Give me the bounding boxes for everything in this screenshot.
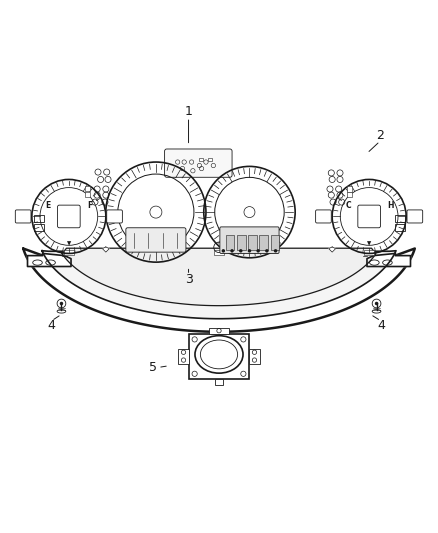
FancyBboxPatch shape (316, 210, 331, 223)
Text: 4: 4 (377, 319, 385, 332)
Bar (85, 185, 90, 191)
Text: 4: 4 (47, 319, 55, 332)
FancyBboxPatch shape (15, 210, 31, 223)
Circle shape (60, 302, 63, 305)
FancyBboxPatch shape (126, 228, 186, 252)
Circle shape (248, 249, 251, 253)
FancyBboxPatch shape (189, 334, 249, 379)
Text: ▼: ▼ (67, 241, 71, 246)
Circle shape (274, 249, 277, 253)
Circle shape (230, 249, 234, 253)
Bar (215, 379, 223, 385)
Text: 3: 3 (184, 273, 192, 286)
Polygon shape (102, 247, 110, 252)
FancyBboxPatch shape (165, 149, 232, 177)
Circle shape (375, 302, 378, 305)
Bar (85, 192, 90, 197)
Polygon shape (367, 254, 410, 266)
Bar (395, 215, 405, 222)
Bar (209, 328, 229, 334)
Text: 5: 5 (149, 361, 157, 374)
Bar (347, 187, 352, 192)
Circle shape (239, 249, 243, 253)
FancyBboxPatch shape (358, 205, 381, 228)
Polygon shape (42, 251, 396, 319)
Bar (34, 224, 44, 231)
Text: C: C (346, 201, 351, 210)
Bar (214, 251, 224, 255)
Bar (208, 158, 212, 161)
Bar (347, 192, 352, 197)
Bar (64, 251, 74, 255)
Bar (34, 215, 44, 222)
Bar (199, 158, 203, 161)
Text: E: E (45, 201, 50, 210)
FancyBboxPatch shape (107, 210, 122, 223)
Text: 2: 2 (376, 130, 384, 142)
FancyBboxPatch shape (178, 349, 189, 365)
Bar (364, 251, 374, 255)
Circle shape (265, 249, 268, 253)
Polygon shape (28, 254, 71, 266)
Text: ▼: ▼ (367, 241, 371, 246)
Text: H: H (387, 201, 393, 210)
Polygon shape (23, 248, 415, 332)
FancyBboxPatch shape (407, 210, 423, 223)
Polygon shape (62, 248, 376, 305)
Text: 1: 1 (184, 106, 192, 118)
FancyBboxPatch shape (57, 205, 80, 228)
FancyBboxPatch shape (249, 349, 260, 365)
Bar (237, 235, 246, 250)
Bar (395, 224, 405, 231)
FancyBboxPatch shape (220, 227, 279, 254)
Circle shape (256, 249, 260, 253)
Text: F: F (87, 201, 92, 210)
Bar (259, 235, 268, 250)
Bar (248, 235, 257, 250)
Circle shape (222, 249, 225, 253)
Bar (226, 235, 234, 250)
Bar (271, 235, 279, 250)
Polygon shape (328, 247, 336, 252)
